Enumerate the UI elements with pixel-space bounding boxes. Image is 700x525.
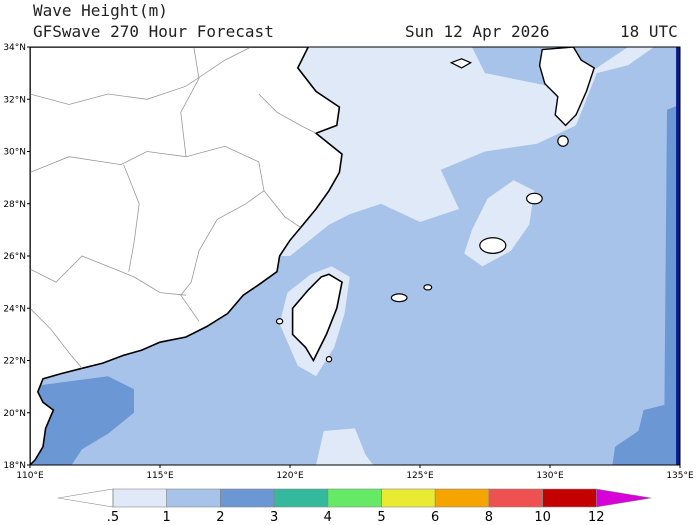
province-border — [30, 308, 83, 369]
colorbar-label: 3 — [270, 510, 278, 525]
lat-tick-label: 30°N — [3, 148, 26, 158]
island — [390, 293, 408, 303]
lat-tick-label: 34°N — [3, 43, 26, 53]
colorbar-label: 6 — [431, 510, 439, 525]
island — [325, 355, 333, 363]
colorbar-segment — [112, 488, 168, 508]
map-area — [30, 47, 680, 465]
colorbar-segment — [273, 488, 329, 508]
ticks: 34°N 32°N 30°N 28°N 26°N 24°N 22°N 20°N 18°N110°… — [3, 43, 694, 481]
colorbar-segment — [220, 488, 275, 508]
colorbar-label: 4 — [324, 510, 332, 525]
province-border — [123, 164, 140, 272]
island — [557, 135, 569, 147]
lat-tick-label: 32°N — [3, 95, 26, 105]
time-label: 18 UTC — [620, 22, 678, 41]
lat-tick-label: 26°N — [3, 252, 26, 262]
wave-zone-light — [264, 47, 654, 256]
land — [291, 273, 343, 363]
lat-tick-label: 18°N — [3, 461, 26, 471]
colorbar-label: 10 — [534, 510, 551, 525]
date-label: Sun 12 Apr 2026 — [405, 22, 550, 41]
wave-zone-light — [316, 428, 374, 465]
model-label: GFSwave 270 Hour Forecast — [33, 22, 274, 41]
colorbar-label: .5 — [107, 510, 119, 525]
lat-tick-label: 24°N — [3, 304, 26, 314]
lon-tick-label: 125°E — [406, 471, 434, 481]
lon-tick-label: 135°E — [666, 471, 694, 481]
colorbar-label: 8 — [485, 510, 493, 525]
edge-band — [676, 47, 680, 465]
colorbar: .5 1 2 3 4 5 6 8 10 12 — [57, 488, 652, 525]
colorbar-segment — [542, 488, 597, 508]
title: Wave Height(m) — [33, 1, 168, 20]
colorbar-segment — [57, 488, 114, 508]
province-border — [30, 145, 265, 322]
province-border — [30, 47, 252, 105]
lat-tick-label: 20°N — [3, 409, 26, 419]
island — [423, 284, 433, 291]
island — [526, 192, 543, 205]
colorbar-segment — [488, 488, 543, 508]
wave-zone-dark — [612, 104, 680, 465]
land — [449, 58, 473, 69]
lon-tick-label: 130°E — [536, 471, 564, 481]
lat-tick-label: 28°N — [3, 200, 26, 210]
colorbar-segment — [381, 488, 436, 508]
province-border — [30, 255, 187, 296]
province-border — [180, 47, 200, 157]
colorbar-label: 1 — [163, 510, 171, 525]
lon-tick-label: 110°E — [16, 471, 44, 481]
lat-tick-label: 22°N — [3, 357, 26, 367]
province-border — [258, 93, 317, 134]
colorbar-segment — [434, 488, 490, 508]
province-border — [263, 190, 301, 228]
colorbar-segment — [595, 488, 652, 508]
colorbar-segment — [327, 488, 382, 508]
land — [538, 47, 596, 127]
colorbar-label: 12 — [588, 510, 605, 525]
colorbar-label: 2 — [216, 510, 224, 525]
lon-tick-label: 120°E — [276, 471, 304, 481]
island — [479, 237, 507, 254]
land — [30, 47, 343, 465]
colorbar-label: 5 — [377, 510, 385, 525]
colorbar-segment — [166, 488, 221, 508]
wave-zone-dark — [30, 376, 134, 465]
lon-tick-label: 115°E — [146, 471, 174, 481]
island — [275, 318, 284, 325]
